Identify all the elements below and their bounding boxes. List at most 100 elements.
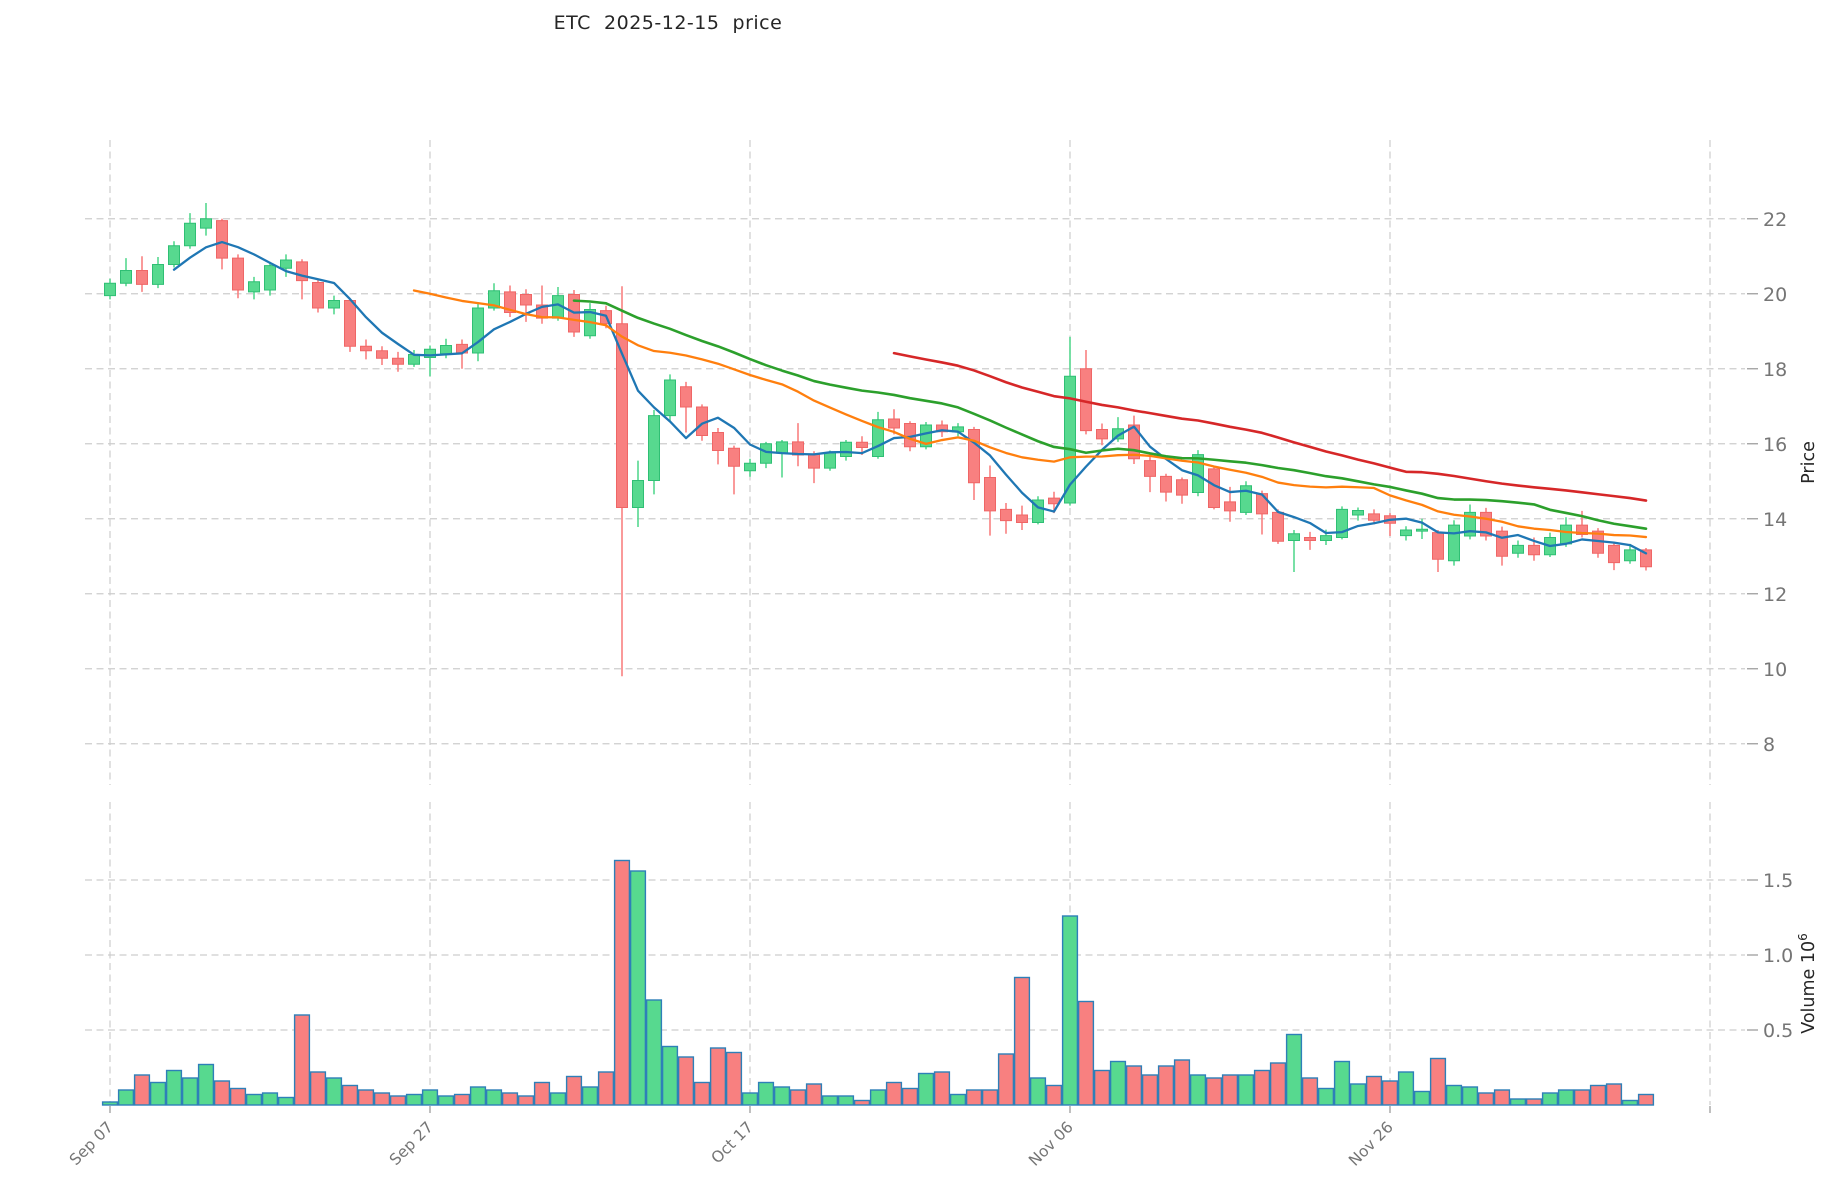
volume-bar: [1205, 1077, 1223, 1106]
volume-bar: [1493, 1089, 1511, 1106]
candle-body: [1352, 510, 1364, 516]
candle-body: [1448, 524, 1460, 562]
volume-bar: [309, 1071, 327, 1106]
volume-bar: [1445, 1084, 1463, 1106]
candle-body: [1064, 375, 1076, 504]
volume-bar: [1429, 1057, 1447, 1106]
volume-bar: [1397, 1071, 1415, 1106]
candle-body: [152, 264, 164, 285]
volume-bar: [1045, 1084, 1063, 1106]
candle-body: [328, 300, 340, 309]
candle-body: [648, 415, 660, 481]
candle-body: [760, 443, 772, 464]
candle-body: [1432, 532, 1444, 560]
candle-body: [1288, 533, 1300, 541]
volume-bar: [933, 1071, 951, 1106]
volume-bar: [437, 1095, 455, 1106]
volume-bar: [421, 1089, 439, 1106]
candle-body: [488, 290, 500, 309]
volume-bar: [1573, 1089, 1591, 1106]
volume-bar: [709, 1047, 727, 1106]
volume-bar: [565, 1075, 583, 1106]
volume-bar: [517, 1095, 535, 1106]
volume-bar: [597, 1071, 615, 1106]
candle-body: [1128, 424, 1140, 460]
volume-bar: [485, 1089, 503, 1106]
volume-bar: [469, 1086, 487, 1106]
volume-bar: [917, 1072, 935, 1106]
volume-bar: [1125, 1065, 1143, 1106]
volume-bar: [1381, 1080, 1399, 1106]
candle-body: [376, 350, 388, 359]
candle-body: [1512, 544, 1524, 554]
ma-line-ma20: [412, 289, 1648, 539]
candle-body: [1096, 429, 1108, 440]
volume-bar: [277, 1096, 295, 1106]
volume-bar: [677, 1056, 695, 1106]
volume-bar: [1557, 1089, 1575, 1106]
candle-body: [1464, 511, 1476, 537]
candle-body: [1624, 549, 1636, 562]
candle-body: [712, 432, 724, 451]
candle-body: [1400, 529, 1412, 537]
volume-bar: [341, 1084, 359, 1106]
volume-bar: [1317, 1087, 1335, 1106]
candle-body: [856, 441, 868, 448]
volume-tick-label: 0.5: [1763, 1020, 1793, 1042]
volume-bar: [1509, 1098, 1527, 1106]
candle-body: [1640, 549, 1652, 568]
volume-bar: [229, 1087, 247, 1106]
volume-bar: [1029, 1077, 1047, 1106]
candle-body: [1576, 524, 1588, 535]
date-tick-label: Nov 26: [1345, 1118, 1397, 1170]
volume-bar: [1621, 1099, 1639, 1106]
volume-bar: [389, 1095, 407, 1106]
volume-bar: [1093, 1069, 1111, 1106]
volume-bar: [901, 1087, 919, 1106]
candle-body: [440, 345, 452, 355]
volume-bar: [837, 1095, 855, 1106]
volume-bar: [805, 1083, 823, 1106]
candle-body: [168, 245, 180, 265]
volume-bar: [757, 1081, 775, 1106]
volume-bar: [261, 1092, 279, 1106]
volume-bar: [997, 1053, 1015, 1106]
volume-tick-label: 1.5: [1763, 870, 1793, 892]
volume-bar: [501, 1092, 519, 1106]
candle-body: [664, 379, 676, 417]
volume-bar: [325, 1077, 343, 1106]
volume-bar: [1541, 1092, 1559, 1106]
candle-body: [984, 477, 996, 512]
volume-bar: [1269, 1062, 1287, 1106]
price-tick-label: 18: [1763, 359, 1787, 381]
volume-bar: [405, 1093, 423, 1106]
axis-ticks: [109, 218, 1758, 1113]
volume-bar: [1253, 1069, 1271, 1106]
candle-body: [1000, 508, 1012, 522]
volume-bar: [165, 1069, 183, 1106]
candle-body: [808, 453, 820, 469]
volume-bar: [1157, 1065, 1175, 1106]
volume-bar: [789, 1089, 807, 1106]
candle-body: [472, 307, 484, 354]
volume-bar: [1189, 1074, 1207, 1106]
volume-bar: [981, 1089, 999, 1106]
volume-bar: [373, 1092, 391, 1106]
volume-bar: [133, 1074, 151, 1106]
volume-bar: [1173, 1059, 1191, 1106]
volume-bar: [117, 1089, 135, 1106]
volume-bar: [1333, 1060, 1351, 1106]
volume-bar: [453, 1093, 471, 1106]
candle-body: [1240, 485, 1252, 513]
candle-body: [680, 386, 692, 408]
volume-bars: [101, 859, 1655, 1106]
candle-body: [1032, 499, 1044, 523]
volume-bar: [357, 1089, 375, 1106]
candle-body: [728, 447, 740, 467]
candle-body: [1560, 524, 1572, 545]
volume-bar: [149, 1081, 167, 1106]
candle-body: [1176, 479, 1188, 496]
price-tick-label: 16: [1763, 434, 1787, 456]
candle-body: [1416, 528, 1428, 532]
